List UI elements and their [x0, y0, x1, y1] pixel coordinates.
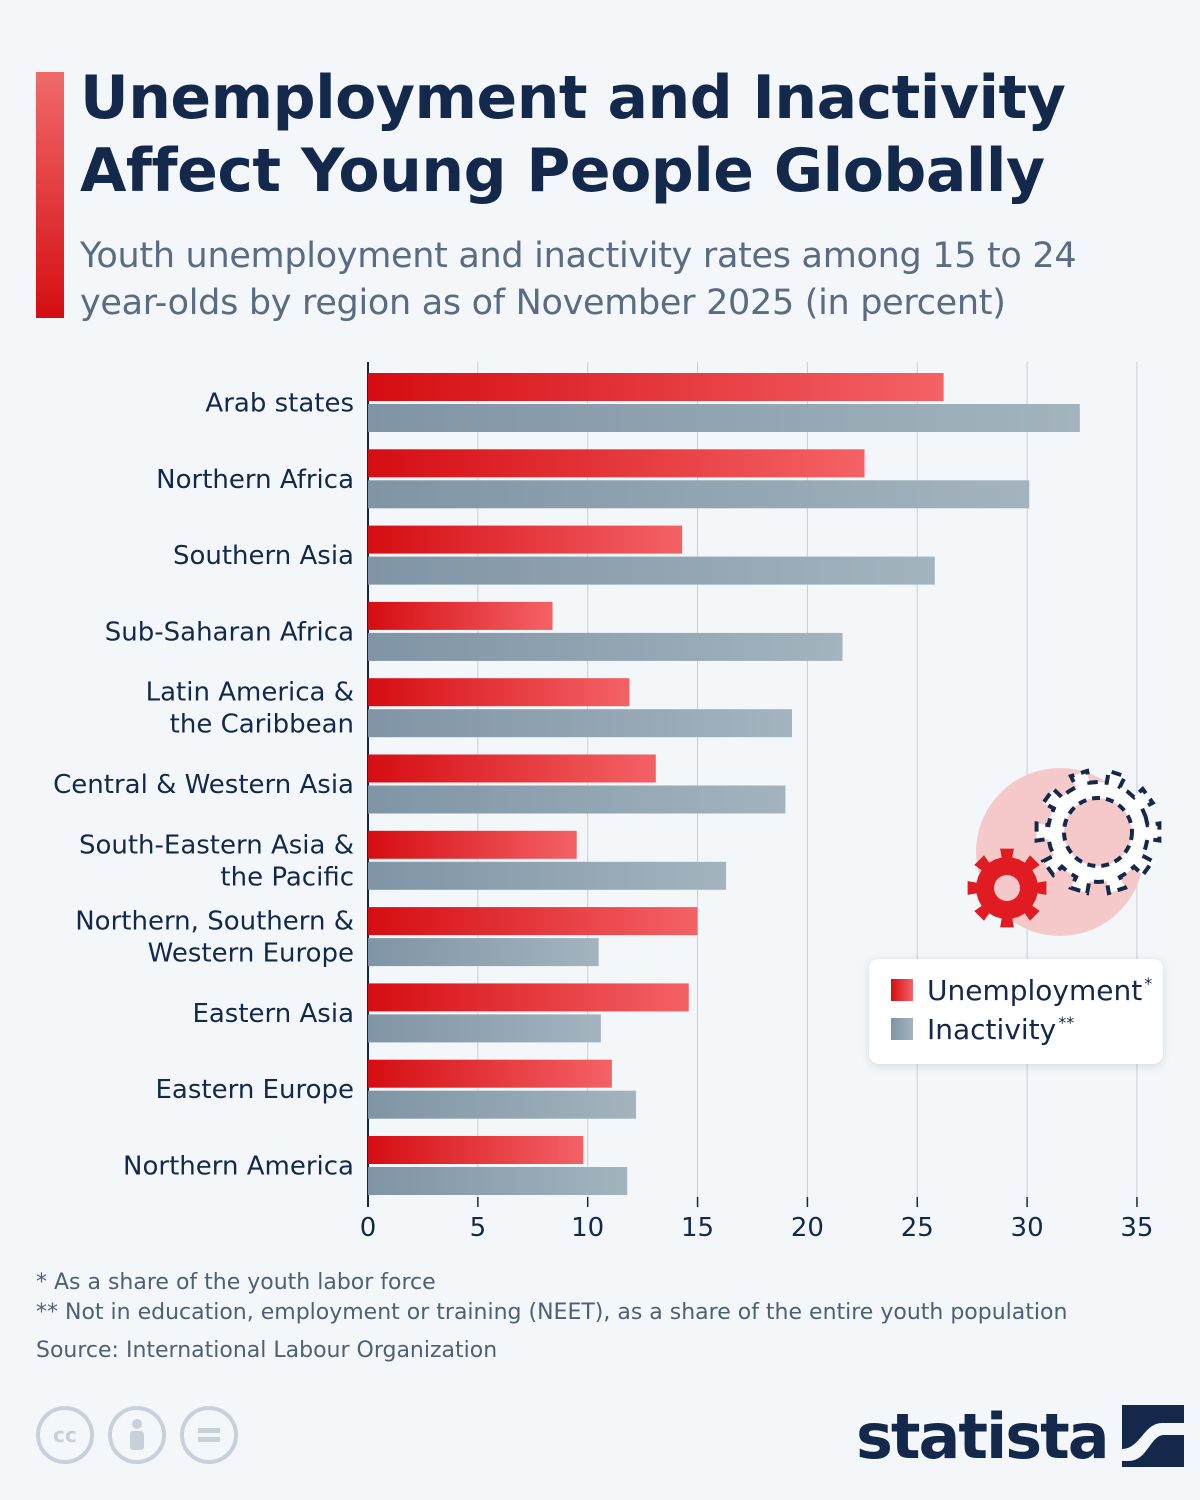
footnote-unemployment: * As a share of the youth labor force	[36, 1270, 436, 1295]
gear-illustration-icon	[962, 766, 1167, 942]
category-label-7-1: Western Europe	[148, 939, 354, 969]
tick-label-25: 25	[901, 1213, 934, 1243]
bar-unemployment-3	[368, 601, 553, 630]
category-labels: Arab states Northern Africa Southern Asia S…	[53, 389, 354, 1182]
legend-swatch-unemployment	[891, 979, 913, 1001]
legend-label-unemployment: Unemployment *	[927, 973, 1153, 1007]
tick-label-0: 0	[360, 1213, 377, 1243]
bar-inactivity-0	[368, 404, 1080, 432]
bar-inactivity-1	[368, 480, 1030, 509]
tick-label-15: 15	[681, 1213, 714, 1243]
chart-legend: Unemployment * Inactivity **	[869, 959, 1163, 1064]
category-label-6-0: South-Eastern Asia &	[79, 830, 354, 860]
bar-inactivity-3	[368, 632, 843, 661]
category-label-6-1: the Pacific	[220, 862, 354, 892]
no-derivatives-icon[interactable]	[180, 1406, 238, 1464]
bar-inactivity-8	[368, 1014, 601, 1043]
bar-inactivity-5	[368, 785, 786, 814]
bar-unemployment-10	[368, 1136, 584, 1164]
category-label-7-0: Northern, Southern &	[75, 907, 354, 937]
category-label-0: Arab states	[205, 389, 354, 419]
tick-label-20: 20	[791, 1213, 824, 1243]
category-label-5: Central & Western Asia	[53, 770, 354, 800]
footnotes: * As a share of the youth labor force **…	[36, 1268, 1156, 1366]
legend-item-unemployment: Unemployment *	[891, 973, 1152, 1007]
tick-label-35: 35	[1120, 1213, 1153, 1243]
x-axis-ticks: 0 5 10 15 20 25 30 35	[360, 1197, 1153, 1243]
category-label-8: Eastern Asia	[192, 999, 354, 1029]
bars	[368, 373, 1080, 1195]
title-accent-bar	[36, 72, 64, 318]
category-label-4-0: Latin America &	[146, 678, 354, 708]
legend-label-inactivity: Inactivity **	[927, 1012, 1075, 1046]
bar-inactivity-6	[368, 861, 727, 890]
red-gear-hub	[994, 875, 1020, 901]
cc-icon[interactable]: cc	[36, 1406, 94, 1464]
bar-unemployment-4	[368, 678, 630, 707]
bar-unemployment-1	[368, 449, 865, 478]
category-label-2: Southern Asia	[173, 541, 354, 571]
attribution-icon[interactable]	[108, 1406, 166, 1464]
tick-label-10: 10	[571, 1213, 604, 1243]
bar-unemployment-8	[368, 983, 689, 1012]
statista-logo[interactable]: statista	[856, 1399, 1184, 1473]
category-label-10: Northern America	[123, 1152, 354, 1182]
bar-inactivity-10	[368, 1167, 628, 1195]
bar-unemployment-7	[368, 907, 698, 936]
page-title: Unemployment and Inactivity Affect Young…	[80, 63, 1066, 206]
dashed-gear-hub	[1062, 796, 1134, 868]
bar-unemployment-5	[368, 754, 656, 783]
page-subtitle: Youth unemployment and inactivity rates …	[80, 236, 1077, 323]
bar-unemployment-2	[368, 525, 683, 554]
tick-label-5: 5	[470, 1213, 487, 1243]
bar-inactivity-2	[368, 556, 935, 585]
statista-mark-icon	[1121, 1405, 1184, 1467]
footnote-inactivity: ** Not in education, employment or train…	[36, 1300, 1068, 1325]
legend-swatch-inactivity	[891, 1018, 913, 1040]
bar-unemployment-6	[368, 830, 577, 859]
category-label-1: Northern Africa	[156, 465, 354, 495]
bar-inactivity-4	[368, 709, 793, 738]
bar-unemployment-0	[368, 373, 944, 401]
license-icons: cc	[36, 1406, 238, 1464]
category-label-4-1: the Caribbean	[170, 710, 354, 740]
category-label-9: Eastern Europe	[155, 1075, 354, 1105]
statista-wordmark: statista	[856, 1399, 1110, 1473]
tick-label-30: 30	[1011, 1213, 1044, 1243]
source-note: Source: International Labour Organizatio…	[36, 1338, 498, 1363]
legend-item-inactivity: Inactivity **	[891, 1012, 1074, 1046]
category-label-3: Sub-Saharan Africa	[105, 617, 354, 647]
bar-inactivity-9	[368, 1090, 637, 1119]
bar-inactivity-7	[368, 938, 599, 967]
bar-chart: Arab states Northern Africa Southern Asia S…	[53, 362, 1153, 1243]
bar-unemployment-9	[368, 1059, 612, 1088]
